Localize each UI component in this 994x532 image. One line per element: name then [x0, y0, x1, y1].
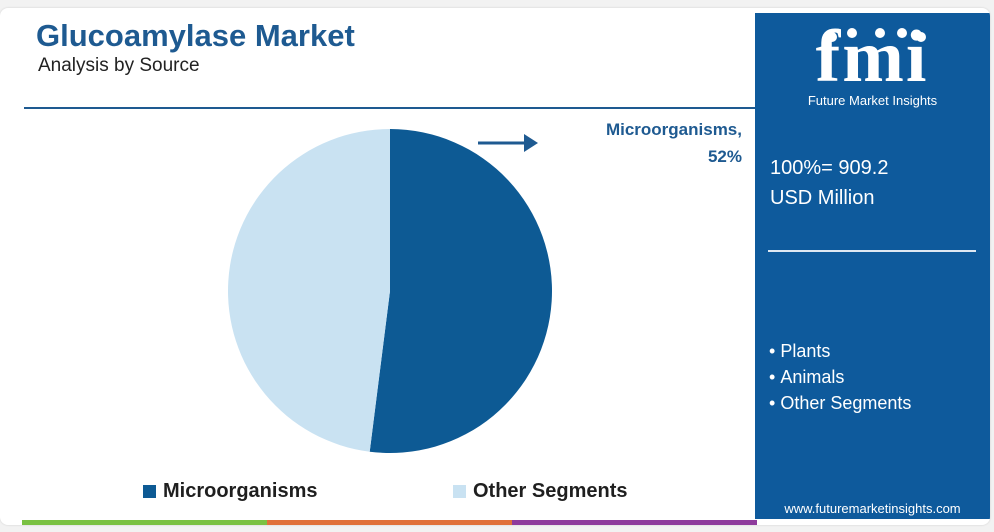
- callout-segment-share: 52%: [707, 147, 742, 166]
- market-total: 100%= 909.2 USD Million: [770, 153, 888, 213]
- market-total-value: 100%= 909.2: [770, 157, 889, 179]
- chart-card: Glucoamylase Market Analysis by Source M…: [0, 8, 990, 525]
- legend-label: Microorganisms: [163, 480, 318, 502]
- other-segments-list: Plants Animals Other Segments: [769, 338, 911, 416]
- website-link[interactable]: www.futuremarketinsights.com: [784, 501, 961, 516]
- bottom-bar-segment: [512, 520, 757, 525]
- market-total-unit: USD Million: [770, 187, 875, 209]
- bottom-bar-segment: [267, 520, 512, 525]
- chart-title: Glucoamylase Market: [36, 18, 355, 53]
- panel-divider: [768, 250, 976, 252]
- list-item: Other Segments: [769, 390, 911, 416]
- title-divider: [24, 107, 755, 109]
- chart-subtitle: Analysis by Source: [38, 55, 200, 76]
- pie-chart: [227, 129, 552, 453]
- bottom-color-bar: [22, 520, 757, 525]
- pie-slice-microorganisms: [369, 129, 552, 453]
- callout-segment-name: Microorganisms,: [605, 120, 742, 139]
- legend-swatch: [143, 485, 156, 498]
- slice-callout: Microorganisms, 52%: [560, 116, 742, 170]
- arrow-right-icon: [478, 134, 538, 152]
- info-panel: fmi Future Market Insights 100%= 909.2 U…: [755, 13, 990, 519]
- legend-item-other-segments: Other Segments: [453, 480, 627, 503]
- fmi-logo: fmi: [816, 21, 927, 98]
- legend-item-microorganisms: Microorganisms: [143, 480, 317, 503]
- brand-name: Future Market Insights: [807, 93, 938, 108]
- legend-label: Other Segments: [473, 480, 628, 502]
- list-item: Plants: [769, 338, 911, 364]
- pie-slice-other-segments: [227, 129, 390, 452]
- pie-chart-area: [0, 8, 760, 525]
- bottom-bar-segment: [22, 520, 267, 525]
- legend-swatch: [453, 485, 466, 498]
- list-item: Animals: [769, 364, 911, 390]
